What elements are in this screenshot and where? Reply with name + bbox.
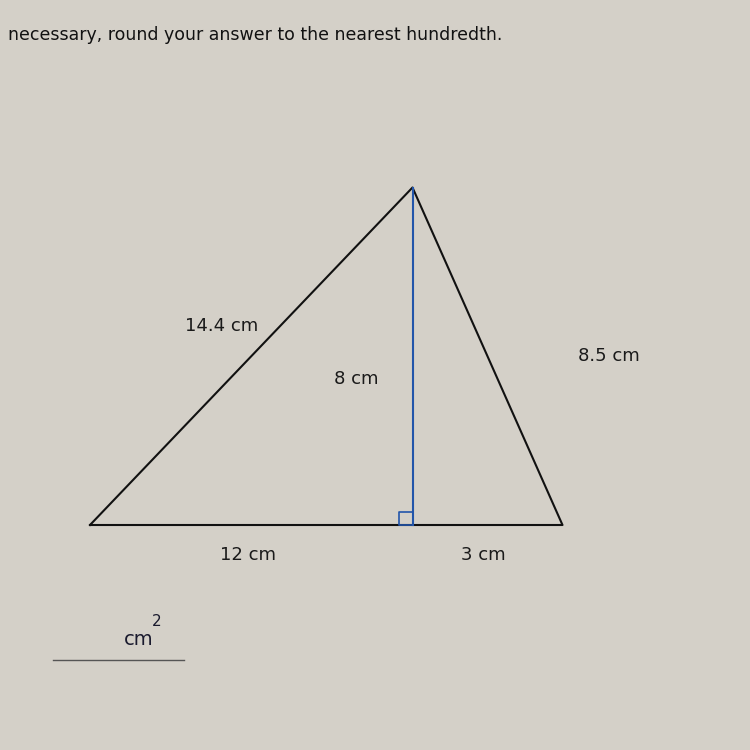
Text: 3 cm: 3 cm <box>461 546 506 564</box>
Text: 2: 2 <box>152 614 162 629</box>
Text: 8.5 cm: 8.5 cm <box>578 347 639 365</box>
Text: 8 cm: 8 cm <box>334 370 379 388</box>
Text: cm: cm <box>124 630 153 649</box>
Text: necessary, round your answer to the nearest hundredth.: necessary, round your answer to the near… <box>8 26 502 44</box>
Text: 12 cm: 12 cm <box>220 546 275 564</box>
Text: 14.4 cm: 14.4 cm <box>184 317 258 335</box>
